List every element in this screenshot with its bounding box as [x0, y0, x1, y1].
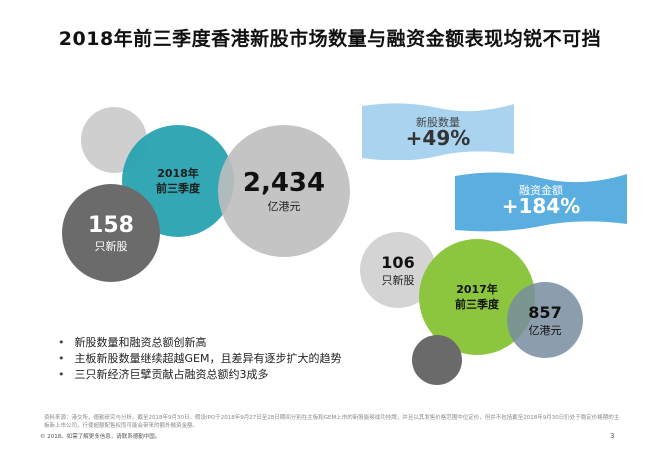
banner-value: +184%: [501, 194, 581, 218]
period-label-2017: 2017年 前三季度: [455, 283, 499, 311]
footer-source: 资料来源：港交所，德勤研究与分析。截至2018年9月30日。假设IPO于2018…: [44, 415, 620, 429]
banner-label: 融资金额: [519, 184, 563, 197]
circle-ipos-2018: 158 只新股: [62, 184, 160, 282]
banner-label: 新股数量: [416, 116, 460, 129]
funds-unit-2018: 亿港元: [267, 200, 301, 213]
bullet-list: 新股数量和融资总额创新高 主板新股数量继续超越GEM，且差异有逐步扩大的趋势 三…: [58, 335, 342, 383]
funds-unit-2017: 亿港元: [528, 323, 562, 337]
banner-funds: 融资金额 +184%: [455, 168, 627, 232]
footer-copyright: © 2018。如需了解更多信息，请联系德勤中国。: [40, 434, 161, 440]
funds-value-2018: 2,434: [242, 168, 326, 198]
circle-funds-2017: 857 亿港元: [507, 282, 583, 358]
page-title: 2018年前三季度香港新股市场数量与融资金额表现均锐不可挡: [58, 28, 602, 50]
funds-value-2017: 857: [528, 302, 562, 322]
ipos-unit-2017: 只新股: [381, 273, 415, 287]
ipos-unit-2018: 只新股: [94, 239, 128, 253]
page-number: 3: [610, 432, 615, 440]
circle-funds-2018: 2,434 亿港元: [218, 125, 350, 257]
ipos-value-2018: 158: [88, 212, 134, 238]
bullet-item: 新股数量和融资总额创新高: [58, 335, 341, 351]
decor-circle-dark: [412, 335, 462, 385]
banner-ipo-count: 新股数量 +49%: [362, 100, 514, 160]
bullet-item: 主板新股数量继续超越GEM，且差异有逐步扩大的趋势: [58, 351, 342, 367]
bullet-item: 三只新经济巨擘贡献占融资总额约3成多: [58, 367, 341, 383]
ipos-value-2017: 106: [381, 252, 415, 272]
period-label-2018: 2018年 前三季度: [156, 167, 200, 195]
banner-value: +49%: [405, 126, 471, 150]
